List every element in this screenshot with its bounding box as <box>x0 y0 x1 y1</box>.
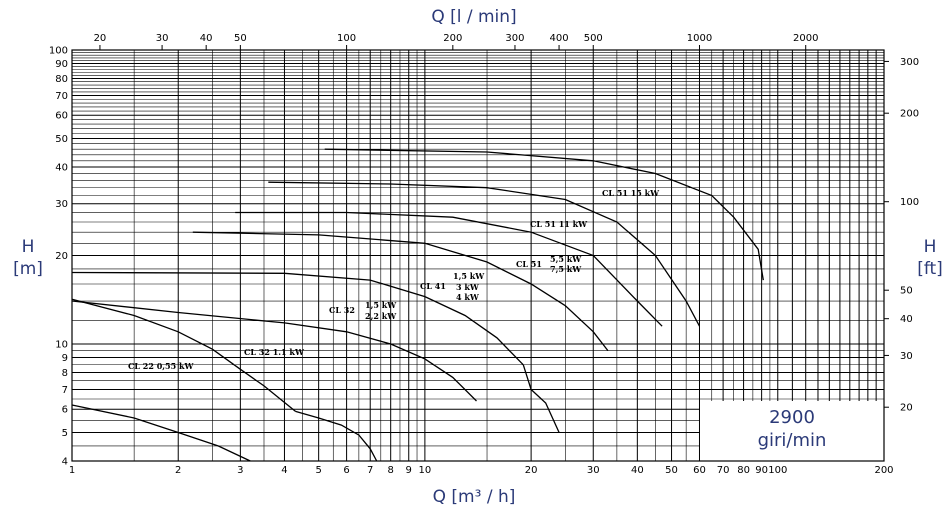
x-tick-label: 80 <box>737 465 750 476</box>
x-top-tick-label: 300 <box>505 33 524 44</box>
label-cl51-55: CL 51 <box>516 259 542 269</box>
x-tick-label: 70 <box>717 465 730 476</box>
y-right-tick-label: 300 <box>900 57 919 68</box>
label-cl32-22: 2,2 kW <box>365 311 397 321</box>
y-tick-label: 4 <box>62 457 68 468</box>
y-tick-label: 8 <box>62 368 68 379</box>
x-tick-label: 90 <box>755 465 768 476</box>
x-tick-label: 10 <box>419 465 432 476</box>
y-axis-title-right: H <box>924 237 937 257</box>
y-tick-label: 9 <box>62 353 68 364</box>
y-tick-label: 20 <box>55 251 68 262</box>
y-tick-label: 7 <box>62 385 68 396</box>
pump-curve <box>235 211 663 327</box>
label-cl32-15: CL 32 <box>329 305 355 315</box>
x-top-tick-label: 100 <box>337 33 356 44</box>
x-tick-label: 3 <box>237 465 243 476</box>
plot-frame <box>71 49 885 462</box>
x-top-tick-label: 40 <box>200 33 213 44</box>
y-axis-unit-left: [m] <box>13 259 43 279</box>
x-top-tick-label: 2000 <box>793 33 818 44</box>
x-top-tick-label: 30 <box>156 33 169 44</box>
x-axis-title-bottom: Q [m³ / h] <box>433 487 516 507</box>
pump-curve <box>324 148 764 281</box>
x-top-tick-label: 1000 <box>687 33 712 44</box>
x-axis-title-top: Q [l / min] <box>431 7 516 27</box>
y-right-tick-label: 20 <box>900 403 913 414</box>
x-tick-label: 1 <box>69 465 75 476</box>
y-right-tick-label: 200 <box>900 109 919 120</box>
y-tick-label: 5 <box>62 428 68 439</box>
speed-unit: giri/min <box>758 430 827 451</box>
x-top-tick-label: 400 <box>550 33 569 44</box>
y-tick-label: 70 <box>55 91 68 102</box>
y-tick-label: 40 <box>55 162 68 173</box>
pump-curve <box>71 271 532 390</box>
y-tick-label: 30 <box>55 199 68 210</box>
y-right-tick-label: 40 <box>900 314 913 325</box>
label-cl41: CL 41 <box>420 281 446 291</box>
chart-grid <box>71 49 885 462</box>
y-right-tick-label: 30 <box>900 351 913 362</box>
y-tick-label: 60 <box>55 111 68 122</box>
pump-curve <box>192 231 609 351</box>
x-top-tick-label: 200 <box>443 33 462 44</box>
y-tick-label: 100 <box>49 46 68 57</box>
label-cl51-15: CL 51 15 kW <box>602 188 660 198</box>
label-cl41-3: 3 kW <box>456 282 480 292</box>
y-tick-label: 50 <box>55 134 68 145</box>
label-cl41-4: 4 kW <box>456 292 480 302</box>
pump-curve <box>530 389 560 433</box>
pump-curve <box>268 181 701 327</box>
y-right-tick-label: 100 <box>900 197 919 208</box>
y-right-tick-label: 50 <box>900 286 913 297</box>
curve-labels: CL 22 0,55 kW CL 32 1.1 kW CL 32 1,5 kW … <box>128 188 660 371</box>
x-top-tick-label: 50 <box>234 33 247 44</box>
label-cl51-11: CL 51 11 kW <box>530 219 588 229</box>
pump-curves <box>71 148 764 462</box>
x-tick-label: 100 <box>768 465 787 476</box>
x-top-tick-label: 20 <box>94 33 107 44</box>
x-tick-label: 5 <box>315 465 321 476</box>
x-top-tick-label: 500 <box>584 33 603 44</box>
label-cl22: CL 22 0,55 kW <box>128 361 195 371</box>
speed-box <box>700 401 884 461</box>
y-axis-unit-right: [ft] <box>917 259 943 279</box>
speed-value: 2900 <box>769 407 815 428</box>
y-axis-title-left: H <box>22 237 35 257</box>
x-tick-label: 8 <box>387 465 393 476</box>
x-tick-label: 20 <box>525 465 538 476</box>
x-tick-label: 60 <box>693 465 706 476</box>
label-cl51-75: 7,5 kW <box>550 264 582 274</box>
label-cl41-15: 1,5 kW <box>453 271 485 281</box>
x-tick-label: 50 <box>665 465 678 476</box>
pump-curve <box>71 298 296 412</box>
x-tick-label: 200 <box>874 465 893 476</box>
x-tick-label: 30 <box>587 465 600 476</box>
y-tick-label: 90 <box>55 59 68 70</box>
x-tick-label: 7 <box>367 465 373 476</box>
pump-curve <box>295 410 378 462</box>
label-cl51-55b: 5,5 kW <box>550 254 582 264</box>
x-tick-label: 40 <box>631 465 644 476</box>
x-tick-label: 2 <box>175 465 181 476</box>
y-tick-label: 80 <box>55 74 68 85</box>
y-tick-label: 10 <box>55 340 68 351</box>
label-cl32-15b: 1,5 kW <box>365 300 397 310</box>
y-tick-label: 6 <box>62 405 68 416</box>
pump-curve <box>71 404 251 462</box>
x-tick-label: 9 <box>406 465 412 476</box>
x-tick-label: 4 <box>281 465 287 476</box>
label-cl32-11: CL 32 1.1 kW <box>244 347 305 357</box>
pump-curve <box>71 300 477 402</box>
x-tick-label: 6 <box>343 465 349 476</box>
